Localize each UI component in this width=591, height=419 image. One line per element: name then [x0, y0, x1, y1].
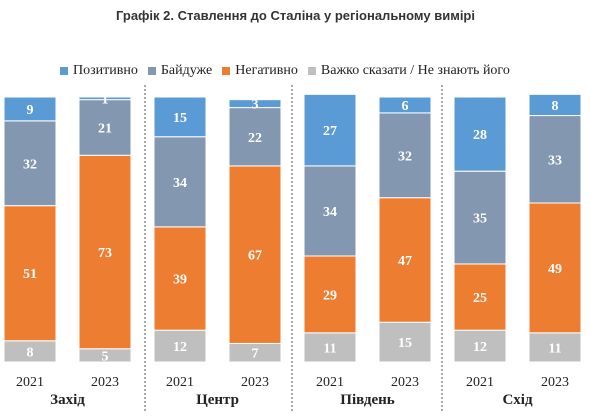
region-label: Схід: [502, 392, 533, 408]
bar-segment: [153, 329, 207, 363]
data-label: 35: [473, 212, 487, 227]
data-label: 15: [173, 111, 187, 126]
data-label: 11: [548, 341, 561, 356]
bar-segment: [228, 99, 282, 109]
legend-item: Байдуже: [147, 63, 213, 79]
data-label: 67: [248, 249, 262, 264]
bar-segment: [78, 96, 132, 101]
bar-segment: [303, 255, 357, 334]
x-tick-label: 2021: [466, 375, 494, 390]
data-label: 51: [23, 267, 37, 282]
bar-segment: [378, 96, 432, 114]
chart-legend: Позитивно Байдуже Негативно Важко сказати /…: [60, 62, 580, 80]
data-label: 73: [98, 246, 112, 261]
data-label: 21: [98, 121, 112, 136]
x-tick-label: 2023: [541, 375, 569, 390]
data-label: 12: [173, 340, 187, 355]
region-label: Центр: [196, 392, 239, 408]
legend-item: Негативно: [222, 63, 298, 79]
region-label: Захід: [50, 392, 85, 408]
region-label: Південь: [340, 392, 394, 408]
bar-segment: [528, 93, 582, 117]
bar-segment: [453, 96, 507, 172]
x-tick-label: 2023: [91, 375, 119, 390]
data-label: 22: [248, 131, 262, 146]
data-label: 6: [402, 99, 409, 114]
data-label: 28: [473, 128, 487, 143]
bar-segment: [303, 93, 357, 167]
data-label: 11: [323, 341, 336, 356]
data-label: 34: [173, 176, 187, 191]
legend-swatch: [222, 67, 231, 75]
data-label: 32: [23, 157, 37, 172]
data-label: 32: [398, 149, 412, 164]
data-label: 39: [173, 273, 187, 288]
data-label: 1: [102, 92, 109, 107]
bar-segment: [528, 332, 582, 363]
legend-label: Негативно: [235, 63, 298, 78]
x-tick-label: 2021: [316, 375, 344, 390]
legend-swatch: [60, 67, 68, 75]
bar-segment: [453, 170, 507, 265]
data-label: 7: [252, 347, 259, 362]
data-label: 34: [323, 205, 337, 220]
data-label: 25: [473, 291, 487, 306]
data-label: 8: [27, 345, 34, 360]
legend-item: Позитивно: [60, 63, 138, 79]
bar-segment: [78, 154, 132, 350]
data-label: 12: [473, 340, 487, 355]
legend-swatch: [147, 67, 156, 75]
bar-segment: [3, 96, 57, 122]
bar-segment: [378, 321, 432, 363]
data-label: 5: [102, 349, 109, 364]
data-label: 15: [398, 336, 412, 351]
data-label: 33: [548, 153, 562, 168]
x-tick-label: 2021: [16, 375, 44, 390]
bar-segment: [528, 202, 582, 334]
bar-segment: [378, 112, 432, 199]
legend-item: Важко сказати / Не знають його: [307, 63, 510, 79]
x-tick-label: 2021: [166, 375, 194, 390]
chart-title: Графік 2. Ставлення до Сталіна у регіона…: [116, 8, 475, 23]
x-tick-label: 2023: [391, 375, 419, 390]
legend-label: Важко сказати / Не знають його: [320, 63, 510, 78]
bar-segment: [228, 107, 282, 167]
bar-segment: [228, 165, 282, 344]
x-tick-label: 2023: [241, 375, 269, 390]
bar-segment: [303, 165, 357, 257]
bar-segment: [303, 332, 357, 363]
data-label: 27: [323, 124, 337, 139]
bar-segment: [453, 329, 507, 363]
legend-label: Позитивно: [73, 63, 138, 78]
data-label: 9: [27, 103, 34, 118]
data-label: 49: [548, 262, 562, 277]
bar-segment: [153, 96, 207, 138]
legend-swatch: [307, 67, 316, 75]
legend-label: Байдуже: [160, 63, 213, 78]
bar-segment: [153, 136, 207, 228]
data-label: 47: [398, 254, 412, 269]
data-label: 3: [252, 98, 259, 113]
data-label: 8: [552, 99, 559, 114]
data-label: 29: [323, 288, 337, 303]
